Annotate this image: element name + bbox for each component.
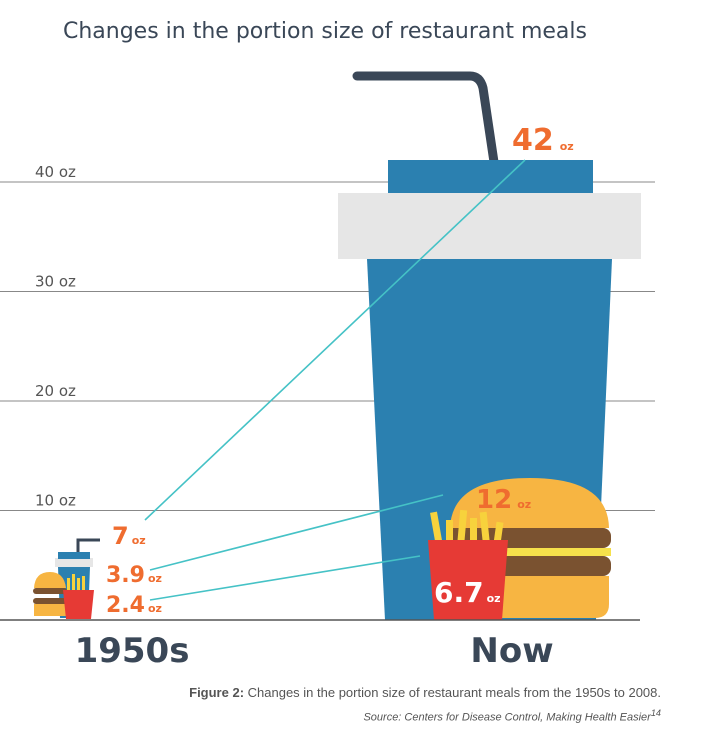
now-fries-illustration xyxy=(428,509,508,620)
old-soda-lid xyxy=(55,558,93,567)
now-soda-lid xyxy=(338,193,641,259)
old-soda-top xyxy=(58,552,90,559)
caption-source-ref: 14 xyxy=(650,708,661,718)
leader-lines xyxy=(144,159,526,601)
caption-text: Changes in the portion size of restauran… xyxy=(244,685,661,700)
now-straw xyxy=(352,71,499,167)
y-tick-labels: 10 oz 20 oz 30 oz 40 oz xyxy=(35,163,76,510)
leader-line-hamburger xyxy=(149,494,444,571)
now-fries-box xyxy=(428,540,508,620)
category-label-now: Now xyxy=(470,631,553,671)
label-now-soda: 42 oz xyxy=(512,123,574,158)
leader-line-french-fries xyxy=(149,555,421,601)
y-tick-label: 20 oz xyxy=(35,382,76,400)
old-burger-top-bun xyxy=(34,572,66,588)
old-burger-patty-2 xyxy=(33,598,67,604)
y-tick-label: 40 oz xyxy=(35,163,76,181)
label-now-burger: 12 oz xyxy=(476,485,531,515)
y-tick-label: 10 oz xyxy=(35,492,76,510)
now-soda-lid-top xyxy=(388,160,593,195)
y-tick-label: 30 oz xyxy=(35,273,76,291)
chart-title: Changes in the portion size of restauran… xyxy=(63,19,587,44)
old-burger-bottom-bun xyxy=(34,604,66,616)
label-old-burger: 3.9 oz xyxy=(106,563,162,588)
portion-size-chart: Changes in the portion size of restauran… xyxy=(0,19,655,671)
caption-prefix: Figure 2: xyxy=(189,685,245,700)
old-fries-box xyxy=(63,590,94,619)
figure-caption: Figure 2: Changes in the portion size of… xyxy=(189,683,661,728)
category-label-1950s: 1950s xyxy=(75,631,190,671)
leader-line-soda xyxy=(144,159,526,521)
old-burger-patty xyxy=(33,588,67,594)
old-meal-illustration xyxy=(33,538,100,619)
label-now-fries: 6.7 oz xyxy=(434,576,501,609)
caption-source: Source: Centers for Disease Control, Mak… xyxy=(363,711,651,724)
label-old-soda: 7 oz xyxy=(112,522,146,550)
label-old-fries: 2.4 oz xyxy=(106,593,162,618)
now-burger-top-bun xyxy=(450,478,609,528)
